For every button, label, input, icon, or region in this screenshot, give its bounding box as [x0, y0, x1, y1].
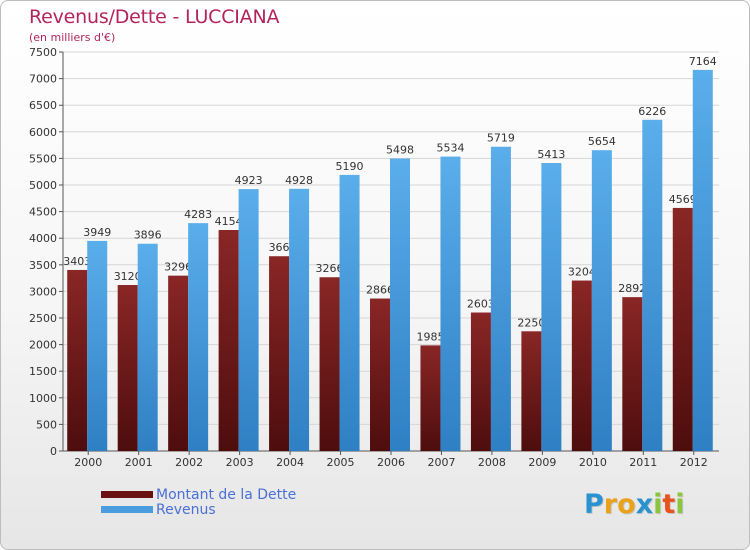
chart-subtitle: (en milliers d'€) — [29, 31, 116, 44]
bar-revenus — [490, 146, 511, 451]
data-label-revenus: 5413 — [537, 148, 565, 161]
legend-swatch-revenus — [101, 506, 153, 513]
bar-revenus — [137, 243, 158, 451]
data-label-revenus: 5190 — [336, 160, 364, 173]
bar-revenus — [188, 223, 209, 451]
bar-dette — [521, 331, 542, 451]
x-tick-label: 2009 — [528, 456, 556, 469]
data-label-revenus: 3949 — [83, 226, 111, 239]
data-label-dette: 3120 — [114, 270, 142, 283]
y-tick-label: 500 — [36, 418, 57, 431]
data-label-revenus: 5534 — [436, 142, 464, 155]
data-label-dette: 1985 — [416, 330, 444, 343]
logo-letter: x — [635, 489, 654, 520]
y-tick-label: 5000 — [29, 179, 57, 192]
bar-dette — [571, 280, 592, 451]
data-label-dette: 2866 — [366, 284, 394, 297]
x-tick-label: 2006 — [377, 456, 405, 469]
data-label-dette: 3266 — [316, 262, 344, 275]
y-tick-label: 2000 — [29, 339, 57, 352]
bar-revenus — [289, 188, 310, 452]
logo-letter: i — [653, 489, 663, 520]
x-tick-label: 2001 — [125, 456, 153, 469]
x-tick-label: 2008 — [478, 456, 506, 469]
legend-label-dette: Montant de la Dette — [156, 487, 297, 503]
chart-title: Revenus/Dette - LUCCIANA — [29, 6, 280, 28]
y-tick-label: 3000 — [29, 285, 57, 298]
data-label-dette: 2603 — [467, 298, 495, 311]
bar-dette — [370, 298, 390, 451]
legend-label-revenus: Revenus — [156, 502, 216, 518]
x-tick-label: 2012 — [680, 456, 708, 469]
proxiti-logo: Proxiti — [584, 489, 685, 520]
y-tick-label: 3500 — [29, 259, 57, 272]
data-label-dette: 4569 — [669, 193, 697, 206]
y-tick-label: 0 — [50, 445, 57, 458]
y-tick-label: 4500 — [29, 206, 57, 219]
bar-dette — [622, 297, 643, 451]
logo-letter: i — [675, 489, 685, 520]
x-tick-label: 2002 — [175, 456, 203, 469]
bar-revenus — [390, 158, 410, 451]
bar-dette — [672, 207, 693, 451]
bar-revenus — [238, 189, 259, 451]
logo-letter: r — [603, 489, 618, 520]
x-tick-label: 2011 — [629, 456, 657, 469]
bar-dette — [420, 345, 441, 451]
y-tick-label: 5500 — [29, 152, 57, 165]
logo-letter: o — [617, 489, 636, 520]
data-label-revenus: 3896 — [134, 229, 162, 242]
data-label-dette: 2250 — [517, 316, 545, 329]
bar-revenus — [591, 150, 612, 451]
x-tick-label: 2005 — [327, 456, 355, 469]
data-label-dette: 2892 — [618, 282, 646, 295]
bar-revenus — [692, 69, 713, 452]
y-tick-label: 2500 — [29, 312, 57, 325]
data-label-revenus: 4928 — [285, 174, 313, 187]
y-tick-label: 7500 — [29, 46, 57, 59]
bar-dette — [319, 277, 340, 451]
y-tick-label: 1500 — [29, 365, 57, 378]
x-tick-label: 2004 — [276, 456, 304, 469]
bar-revenus — [339, 174, 360, 451]
data-label-revenus: 7164 — [689, 55, 717, 68]
y-tick-label: 7000 — [29, 73, 57, 86]
y-tick-label: 1000 — [29, 392, 57, 405]
data-label-dette: 3204 — [568, 266, 596, 279]
logo-letter: t — [662, 489, 676, 520]
bar-revenus — [541, 163, 562, 452]
bar-dette — [470, 312, 491, 451]
data-label-dette: 3296 — [164, 261, 192, 274]
data-label-dette: 3403 — [63, 255, 91, 268]
y-tick-label: 6500 — [29, 99, 57, 112]
x-tick-label: 2010 — [579, 456, 607, 469]
bar-dette — [269, 256, 290, 451]
bar-dette — [168, 275, 189, 451]
data-label-revenus: 5654 — [588, 135, 616, 148]
data-label-dette: 4154 — [215, 215, 243, 228]
x-tick-label: 2003 — [226, 456, 254, 469]
bar-dette — [67, 269, 88, 451]
data-label-revenus: 4923 — [235, 174, 263, 187]
y-tick-label: 4000 — [29, 232, 57, 245]
data-label-dette: 366 — [269, 241, 290, 254]
data-label-revenus: 5498 — [386, 144, 414, 157]
data-label-revenus: 5719 — [487, 132, 515, 145]
data-label-revenus: 4283 — [184, 208, 212, 221]
bar-dette — [218, 230, 239, 451]
logo-letter: P — [584, 489, 604, 520]
x-tick-label: 2000 — [74, 456, 102, 469]
bar-revenus — [440, 156, 461, 452]
bar-revenus — [642, 119, 663, 452]
bar-revenus — [87, 240, 108, 451]
data-label-revenus: 6226 — [638, 105, 666, 118]
bar-dette — [117, 285, 138, 451]
legend-swatch-dette — [101, 491, 153, 498]
x-tick-label: 2007 — [427, 456, 455, 469]
y-tick-label: 6000 — [29, 126, 57, 139]
